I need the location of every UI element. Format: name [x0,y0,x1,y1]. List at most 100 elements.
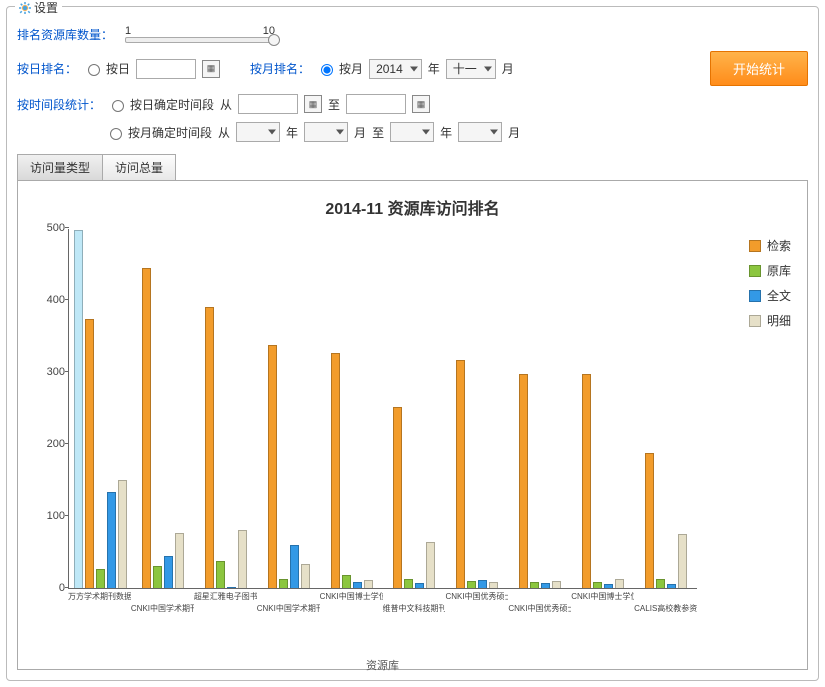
x-tick-label: 超星汇雅电子图书 [194,591,257,602]
x-tick-label [194,603,257,614]
calendar-icon[interactable]: ▦ [304,95,322,113]
bar-extra [74,230,83,588]
start-button[interactable]: 开始统计 [710,51,808,86]
bar-group [446,229,509,588]
bar-fulltext [164,556,173,588]
legend-item: 明细 [749,312,791,329]
bar-search [205,307,214,588]
period-label: 按时间段统计： [17,96,101,113]
period-day-radio[interactable]: 按日确定时间段 [107,96,214,113]
pm-from-month[interactable] [304,122,348,142]
x-tick-label [508,591,571,602]
legend-item: 原库 [749,262,791,279]
by-month-label: 按月排名： [250,60,310,77]
x-tick-label [571,603,634,614]
chart-title: 2014-11 资源库访问排名 [38,195,787,219]
rank-count-slider[interactable]: 1 10 [125,25,275,43]
x-tick-label [320,603,383,614]
bar-group [634,229,697,588]
tab-access-type[interactable]: 访问量类型 [17,154,103,181]
bar-search [393,407,402,588]
row-rank-count: 排名资源库数量： 1 10 [17,25,808,43]
legend: 检索原库全文明细 [749,237,791,329]
pm-from-year[interactable] [236,122,280,142]
x-tick-label [634,591,697,602]
by-day-input[interactable] [136,59,196,79]
bar-search [85,319,94,588]
bar-detail [118,480,127,588]
rank-count-label: 排名资源库数量： [17,26,113,43]
x-tick-label: CNKI中国博士学位论文全文数据库(法地镜像) [571,591,634,602]
bar-source [342,575,351,588]
bar-search [142,268,151,588]
settings-panel: 设置 排名资源库数量： 1 10 按日排名： 按日 ▦ 按月排名： 按月 201… [6,6,819,681]
period-month-radio[interactable]: 按月确定时间段 [105,124,212,141]
calendar-icon[interactable]: ▦ [412,95,430,113]
chart-tabs: 访问量类型 访问总量 2014-11 资源库访问排名 检索原库全文明细 0100… [17,154,808,670]
bar-search [331,353,340,588]
to-label: 至 [328,96,340,113]
pm-to-month[interactable] [458,122,502,142]
bar-group [257,229,320,588]
period-day-from[interactable] [238,94,298,114]
x-tick-label: CNKI中国博士学位论文全文数据库 [320,591,383,602]
x-tick-label [68,603,131,614]
panel-title-text: 设置 [34,0,58,16]
bar-fulltext [478,580,487,588]
bar-fulltext [290,545,299,588]
x-tick-label: 万方学术期刊数据库 [68,591,131,602]
calendar-icon[interactable]: ▦ [202,60,220,78]
month-select[interactable]: 十一 [446,59,496,79]
y-tick-label: 0 [39,582,65,594]
x-tick-label [257,591,320,602]
y-tick-label: 100 [39,510,65,522]
bar-fulltext [541,583,550,588]
bar-group [383,229,446,588]
by-day-radio[interactable]: 按日 [83,60,130,77]
bar-fulltext [604,584,613,588]
year-select[interactable]: 2014 [369,59,422,79]
bar-search [645,453,654,588]
tab-access-total[interactable]: 访问总量 [102,154,176,181]
bar-source [656,579,665,588]
bar-detail [175,533,184,588]
bar-search [582,374,591,588]
from-label: 从 [220,96,232,113]
bar-fulltext [353,582,362,588]
bar-detail [615,579,624,588]
row-day-month: 按日排名： 按日 ▦ 按月排名： 按月 2014 年 十一 月 开始统计 [17,51,808,86]
y-tick-label: 400 [39,294,65,306]
x-tick-label: CNKI中国优秀硕士学位论文全文数据库本地镜像 [508,603,571,614]
bar-fulltext [667,584,676,588]
by-month-radio[interactable]: 按月 [316,60,363,77]
x-axis-labels: 万方学术期刊数据库 超星汇雅电子图书 CNKI中国博士学位论文全文数据库 CNKI中国… [68,589,697,623]
bar-search [519,374,528,588]
y-tick-label: 300 [39,366,65,378]
bar-fulltext [415,583,424,588]
bar-detail [301,564,310,588]
gear-icon [19,2,31,14]
slider-thumb[interactable] [268,34,280,46]
x-tick-label: CNKI中国优秀硕士学位论文全文数据库 [445,591,508,602]
bar-fulltext [227,587,236,588]
from-label2: 从 [218,124,230,141]
y-tick-label: 200 [39,438,65,450]
x-tick-label [131,591,194,602]
month-suffix: 月 [502,60,514,77]
bar-detail [489,582,498,588]
bar-source [467,581,476,588]
chart-plot: 0100200300400500 [68,229,697,589]
bar-detail [552,581,561,588]
bar-search [456,360,465,588]
bar-group [195,229,258,588]
x-tick-label [445,603,508,614]
slider-min: 1 [125,25,131,37]
panel-title: 设置 [15,0,62,16]
x-tick-label: 维普中文科技期刊数据库 [383,603,446,614]
to-label2: 至 [372,124,384,141]
bar-detail [238,530,247,588]
bar-source [279,579,288,588]
year-suffix: 年 [428,60,440,77]
period-day-to[interactable] [346,94,406,114]
pm-to-year[interactable] [390,122,434,142]
